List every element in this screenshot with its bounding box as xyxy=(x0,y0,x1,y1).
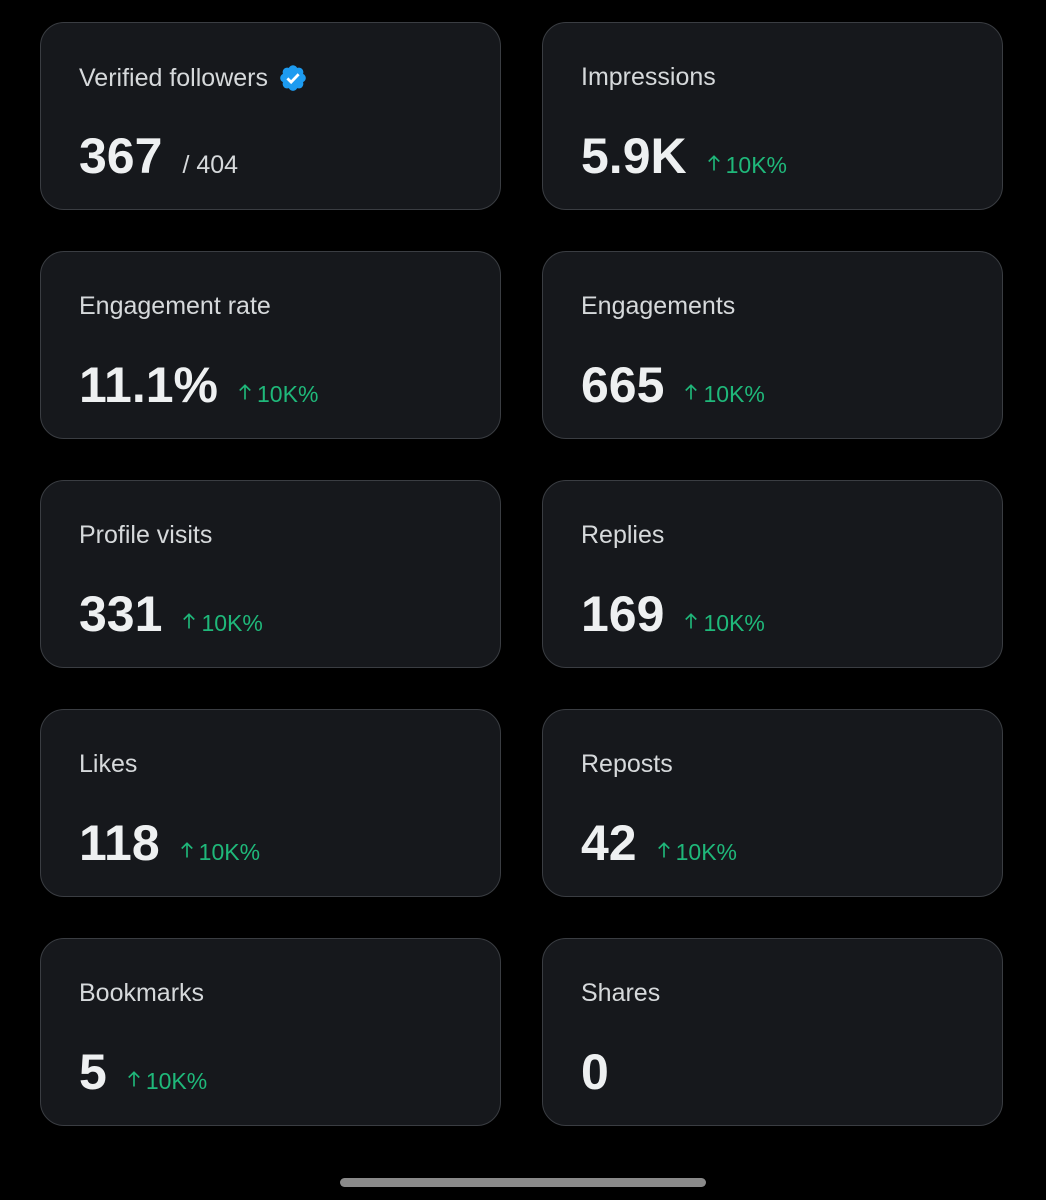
metric-card: Bookmarks 5 10K% xyxy=(40,938,501,1126)
metric-value-row: 118 10K% xyxy=(79,814,260,872)
up-arrow-icon xyxy=(127,1071,140,1087)
up-arrow-icon xyxy=(685,384,698,400)
metric-change: 10K% xyxy=(178,839,260,866)
metric-value: 0 xyxy=(581,1044,609,1100)
metric-value-row: 169 10K% xyxy=(581,585,765,643)
metric-value: 118 xyxy=(79,815,160,871)
metric-change-value: 10K% xyxy=(198,839,261,865)
metric-change: 10K% xyxy=(682,381,765,408)
up-arrow-icon xyxy=(239,384,251,400)
metric-value: 331 xyxy=(79,586,163,642)
metric-label: Replies xyxy=(581,521,665,549)
metric-label-row: Replies xyxy=(581,521,664,550)
metric-value: 169 xyxy=(581,586,665,642)
metric-value-row: 11.1% 10K% xyxy=(79,356,318,414)
metric-value: 5.9K xyxy=(581,128,687,184)
metric-change: 10K% xyxy=(705,152,787,179)
up-arrow-icon xyxy=(180,842,193,858)
metric-label-row: Profile visits xyxy=(79,521,212,550)
up-arrow-icon xyxy=(685,613,698,629)
verified-badge xyxy=(280,65,306,91)
metric-label: Shares xyxy=(581,979,661,1007)
metric-value: 665 xyxy=(581,357,665,413)
metric-card: Shares 0 xyxy=(542,938,1003,1126)
home-indicator xyxy=(340,1178,706,1187)
metric-change-value: 10K% xyxy=(725,152,787,178)
metric-label-row: Impressions xyxy=(581,63,716,92)
metric-value-row: 42 10K% xyxy=(581,814,737,872)
metric-card: Engagements 665 10K% xyxy=(542,251,1003,439)
metric-change-value: 10K% xyxy=(257,381,319,407)
metric-label: Bookmarks xyxy=(79,979,205,1007)
metric-label-row: Reposts xyxy=(581,750,673,779)
metric-change-value: 10K% xyxy=(703,610,765,636)
metric-card: Engagement rate 11.1% 10K% xyxy=(40,251,501,439)
metric-change-value: 10K% xyxy=(145,1068,208,1094)
metric-card: Replies 169 10K% xyxy=(542,480,1003,668)
metric-label: Engagement rate xyxy=(79,292,271,320)
metric-change-value: 10K% xyxy=(703,381,765,407)
metric-change: 10K% xyxy=(236,381,318,408)
metric-value-row: 367 / 404 xyxy=(79,127,238,185)
metric-card: Impressions 5.9K 10K% xyxy=(542,22,1003,210)
metric-card: Likes 118 10K% xyxy=(40,709,501,897)
up-arrow-icon xyxy=(707,155,720,171)
metric-label-row: Shares xyxy=(581,979,660,1008)
metric-total: / 404 xyxy=(182,151,239,179)
metric-change: 10K% xyxy=(655,839,737,866)
metric-label: Likes xyxy=(79,750,138,778)
metric-change: 10K% xyxy=(125,1068,207,1095)
metric-value-row: 665 10K% xyxy=(581,356,765,414)
metric-label: Reposts xyxy=(581,750,673,778)
metric-value-row: 331 10K% xyxy=(79,585,263,643)
metric-value-row: 0 xyxy=(581,1043,609,1101)
metric-change: 10K% xyxy=(682,610,765,637)
metric-card: Reposts 42 10K% xyxy=(542,709,1003,897)
metric-label: Engagements xyxy=(581,292,736,320)
metric-card: Profile visits 331 10K% xyxy=(40,480,501,668)
metric-label: Impressions xyxy=(581,63,716,91)
metric-value: 42 xyxy=(581,815,637,871)
metric-card: Verified followers 367 / 404 xyxy=(40,22,501,210)
metric-value: 11.1% xyxy=(79,357,219,413)
up-arrow-icon xyxy=(657,842,670,858)
metric-label: Profile visits xyxy=(79,521,213,549)
metric-change-value: 10K% xyxy=(201,610,263,636)
metric-label: Verified followers xyxy=(79,63,268,92)
metric-label-row: Bookmarks xyxy=(79,979,204,1008)
metric-change-value: 10K% xyxy=(675,839,737,865)
metric-value: 5 xyxy=(79,1044,107,1100)
metric-value-row: 5 10K% xyxy=(79,1043,207,1101)
metric-change: 10K% xyxy=(180,610,263,637)
metric-label-row: Verified followers xyxy=(79,63,308,93)
up-arrow-icon xyxy=(183,613,196,629)
metric-value-row: 5.9K 10K% xyxy=(581,127,787,185)
metric-label-row: Engagements xyxy=(581,292,735,321)
metric-label-row: Likes xyxy=(79,750,137,779)
metric-value: 367 xyxy=(79,128,163,184)
metric-label-row: Engagement rate xyxy=(79,292,271,321)
